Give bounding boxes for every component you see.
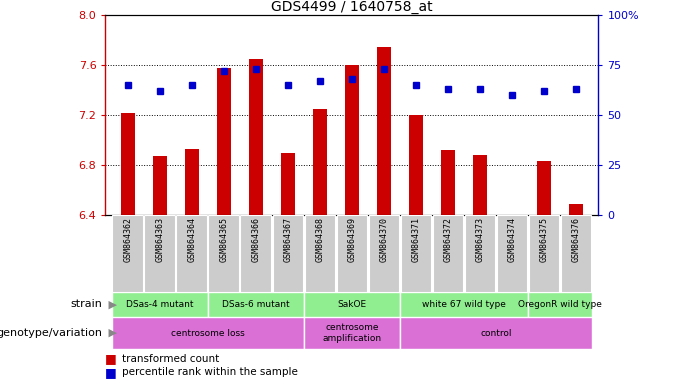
Bar bbox=[369, 215, 399, 292]
Text: GSM864368: GSM864368 bbox=[316, 217, 324, 262]
Text: GSM864367: GSM864367 bbox=[284, 217, 292, 262]
Text: GSM864375: GSM864375 bbox=[539, 217, 549, 262]
Bar bbox=[304, 317, 400, 349]
Bar bbox=[305, 215, 335, 292]
Text: GSM864370: GSM864370 bbox=[379, 217, 388, 262]
Bar bbox=[185, 149, 199, 215]
Text: strain: strain bbox=[70, 299, 102, 310]
Bar bbox=[345, 65, 359, 215]
Bar bbox=[209, 215, 239, 292]
Bar bbox=[377, 46, 391, 215]
Text: GSM864372: GSM864372 bbox=[443, 217, 452, 262]
Text: white 67 wild type: white 67 wild type bbox=[422, 300, 506, 309]
Bar bbox=[464, 215, 495, 292]
Text: GSM864373: GSM864373 bbox=[475, 217, 484, 262]
Bar bbox=[401, 215, 431, 292]
Title: GDS4499 / 1640758_at: GDS4499 / 1640758_at bbox=[271, 0, 432, 14]
Bar bbox=[537, 161, 551, 215]
Bar bbox=[249, 59, 263, 215]
Text: ■: ■ bbox=[105, 353, 121, 366]
Text: control: control bbox=[480, 329, 512, 338]
Bar bbox=[528, 292, 592, 317]
Bar bbox=[112, 292, 208, 317]
Text: OregonR wild type: OregonR wild type bbox=[518, 300, 602, 309]
Text: GSM864376: GSM864376 bbox=[571, 217, 581, 262]
Bar bbox=[337, 215, 367, 292]
Text: ■: ■ bbox=[105, 366, 121, 379]
Bar bbox=[432, 215, 463, 292]
Bar bbox=[400, 317, 592, 349]
Text: GSM864362: GSM864362 bbox=[123, 217, 133, 262]
Bar bbox=[560, 215, 592, 292]
Bar bbox=[112, 215, 143, 292]
Bar bbox=[177, 215, 207, 292]
Bar bbox=[144, 215, 175, 292]
Text: ▶: ▶ bbox=[105, 299, 117, 310]
Bar bbox=[313, 109, 327, 215]
Text: GSM864363: GSM864363 bbox=[155, 217, 165, 262]
Text: GSM864369: GSM864369 bbox=[347, 217, 356, 262]
Text: transformed count: transformed count bbox=[122, 354, 220, 364]
Text: centrosome
amplification: centrosome amplification bbox=[322, 323, 381, 343]
Bar bbox=[304, 292, 400, 317]
Text: GSM864365: GSM864365 bbox=[220, 217, 228, 262]
Bar bbox=[496, 215, 527, 292]
Text: SakOE: SakOE bbox=[337, 300, 367, 309]
Text: DSas-6 mutant: DSas-6 mutant bbox=[222, 300, 290, 309]
Text: ▶: ▶ bbox=[105, 328, 117, 338]
Text: GSM864371: GSM864371 bbox=[411, 217, 420, 262]
Text: GSM864366: GSM864366 bbox=[252, 217, 260, 262]
Bar bbox=[409, 115, 423, 215]
Bar bbox=[112, 317, 304, 349]
Bar bbox=[528, 215, 560, 292]
Bar bbox=[241, 215, 271, 292]
Text: centrosome loss: centrosome loss bbox=[171, 329, 245, 338]
Text: DSas-4 mutant: DSas-4 mutant bbox=[126, 300, 194, 309]
Text: percentile rank within the sample: percentile rank within the sample bbox=[122, 367, 299, 377]
Bar bbox=[473, 155, 487, 215]
Bar bbox=[120, 113, 135, 215]
Bar bbox=[273, 215, 303, 292]
Text: GSM864374: GSM864374 bbox=[507, 217, 517, 262]
Bar bbox=[152, 156, 167, 215]
Bar bbox=[441, 150, 455, 215]
Bar bbox=[400, 292, 528, 317]
Text: genotype/variation: genotype/variation bbox=[0, 328, 102, 338]
Bar bbox=[281, 152, 295, 215]
Bar bbox=[217, 68, 231, 215]
Bar bbox=[208, 292, 304, 317]
Bar bbox=[568, 204, 583, 215]
Text: GSM864364: GSM864364 bbox=[187, 217, 197, 262]
